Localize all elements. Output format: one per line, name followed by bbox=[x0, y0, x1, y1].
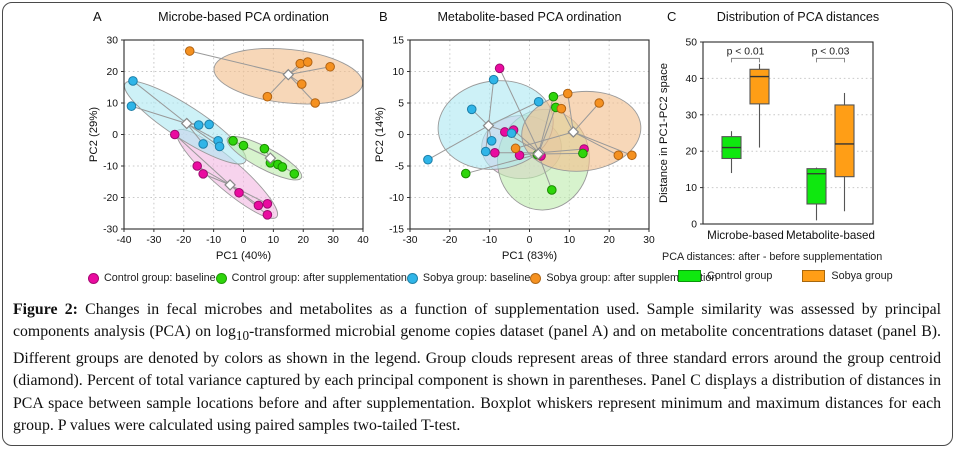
legend-label: Sobya group bbox=[831, 270, 893, 282]
svg-text:50: 50 bbox=[686, 38, 698, 49]
svg-text:15: 15 bbox=[393, 36, 405, 47]
svg-text:PC1 (83%): PC1 (83%) bbox=[502, 250, 557, 262]
svg-text:p < 0.01: p < 0.01 bbox=[727, 46, 765, 57]
svg-text:-30: -30 bbox=[103, 225, 118, 236]
svg-text:0: 0 bbox=[241, 235, 247, 246]
svg-text:-10: -10 bbox=[389, 193, 404, 204]
legend-item-control-group: Control group bbox=[678, 270, 772, 282]
svg-text:20: 20 bbox=[686, 147, 698, 158]
svg-text:30: 30 bbox=[327, 235, 339, 246]
svg-text:A: A bbox=[93, 9, 102, 24]
svg-text:40: 40 bbox=[686, 74, 698, 85]
svg-text:0: 0 bbox=[398, 130, 404, 141]
caption-subscript: 10 bbox=[235, 328, 250, 344]
sobya-group-swatch-icon bbox=[802, 270, 826, 282]
svg-text:-20: -20 bbox=[176, 235, 191, 246]
svg-text:Distribution of PCA distances: Distribution of PCA distances bbox=[717, 10, 879, 24]
svg-text:PC2 (29%): PC2 (29%) bbox=[88, 107, 100, 162]
svg-text:30: 30 bbox=[686, 110, 698, 121]
legend-label: Sobya group: baseline bbox=[422, 272, 531, 284]
boxplot-legend-title: PCA distances: after - before supplement… bbox=[662, 251, 883, 263]
svg-text:C: C bbox=[667, 9, 676, 24]
svg-text:10: 10 bbox=[564, 235, 576, 246]
svg-text:0: 0 bbox=[527, 235, 533, 246]
boxplot-legend-row: Control group Sobya group bbox=[678, 270, 893, 282]
svg-text:Distance in PC1-PC2 space: Distance in PC1-PC2 space bbox=[658, 63, 670, 203]
svg-text:p < 0.03: p < 0.03 bbox=[812, 46, 850, 57]
svg-text:-10: -10 bbox=[482, 235, 497, 246]
control-group-swatch-icon bbox=[678, 270, 701, 282]
svg-text:10: 10 bbox=[393, 67, 405, 78]
svg-text:30: 30 bbox=[107, 36, 119, 47]
svg-text:0: 0 bbox=[691, 220, 697, 231]
svg-text:-15: -15 bbox=[389, 225, 404, 236]
svg-text:-30: -30 bbox=[403, 235, 418, 246]
caption-figure-label: Figure 2: bbox=[13, 301, 78, 318]
svg-text:B: B bbox=[379, 9, 388, 24]
svg-text:10: 10 bbox=[686, 183, 698, 194]
svg-text:30: 30 bbox=[643, 235, 655, 246]
svg-text:10: 10 bbox=[268, 235, 280, 246]
svg-text:Metabolite-based: Metabolite-based bbox=[786, 229, 875, 242]
svg-text:0: 0 bbox=[112, 130, 118, 141]
figure-caption: Figure 2: Changes in fecal microbes and … bbox=[13, 299, 941, 438]
svg-text:-10: -10 bbox=[103, 162, 118, 173]
legend-item-control-baseline: Control group: baseline bbox=[88, 272, 216, 284]
svg-text:10: 10 bbox=[107, 99, 119, 110]
legend-label: Control group: after supplementation bbox=[231, 272, 407, 284]
panel-a-scatter-chart: -40 -30 -20 -10 0 10 20 30 40-30-20-100102030Mic… bbox=[88, 9, 369, 262]
svg-text:Metabolite-based PCA ordinatio: Metabolite-based PCA ordination bbox=[437, 10, 621, 24]
legend-item-sobya-group: Sobya group bbox=[802, 270, 893, 282]
caption-text-2: -transformed microbial genome copies dat… bbox=[13, 323, 941, 435]
svg-text:40: 40 bbox=[357, 235, 369, 246]
svg-text:20: 20 bbox=[107, 67, 119, 78]
svg-text:20: 20 bbox=[298, 235, 310, 246]
svg-text:-20: -20 bbox=[442, 235, 457, 246]
legend-item-sobya-after: Sobya group: after supplementation bbox=[530, 272, 717, 284]
control-baseline-dot-icon bbox=[88, 272, 99, 284]
svg-text:Microbe-based PCA ordination: Microbe-based PCA ordination bbox=[158, 10, 329, 24]
scatter-legend: Control group: baseline Control group: a… bbox=[88, 272, 717, 284]
svg-text:-40: -40 bbox=[117, 235, 132, 246]
legend-label: Sobya group: after supplementation bbox=[546, 272, 718, 284]
panel-c-boxplot-chart: p < 0.01 Microbe-based p < 0.03 Metabolite-… bbox=[658, 9, 879, 242]
legend-item-control-after: Control group: after supplementation bbox=[215, 272, 407, 284]
legend-label: Control group: baseline bbox=[104, 272, 216, 284]
svg-text:-5: -5 bbox=[395, 162, 404, 173]
svg-text:5: 5 bbox=[398, 99, 404, 110]
svg-text:PC2 (14%): PC2 (14%) bbox=[374, 107, 386, 162]
svg-text:PC1 (40%): PC1 (40%) bbox=[216, 250, 271, 262]
legend-label: Control group bbox=[707, 270, 773, 282]
sobya-baseline-dot-icon bbox=[406, 272, 418, 284]
svg-text:20: 20 bbox=[603, 235, 615, 246]
svg-text:Microbe-based: Microbe-based bbox=[707, 229, 784, 242]
control-after-dot-icon bbox=[215, 272, 227, 284]
svg-text:-10: -10 bbox=[206, 235, 221, 246]
caption-text-1: Changes in fecal microbes and metabolite… bbox=[13, 301, 942, 341]
legend-item-sobya-baseline: Sobya group: baseline bbox=[406, 272, 531, 284]
panel-b-scatter-chart: -30 -20 -10 0 10 20 30 -15 -10 -5 0 5 10 15 Metabolite… bbox=[374, 9, 655, 262]
svg-text:-20: -20 bbox=[103, 193, 118, 204]
svg-text:-30: -30 bbox=[146, 235, 161, 246]
boxplot-legend: PCA distances: after - before supplement… bbox=[662, 251, 893, 282]
sobya-after-dot-icon bbox=[530, 272, 542, 284]
